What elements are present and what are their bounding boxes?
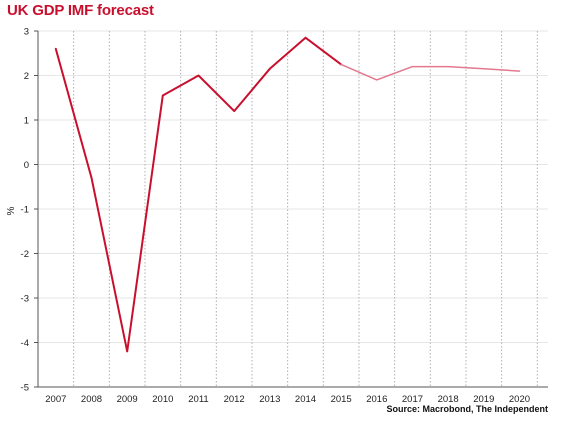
x-tick-label: 2018 [438, 394, 459, 405]
y-tick-label: -5 [21, 383, 29, 394]
y-tick-label: 2 [24, 71, 29, 82]
y-tick-label: 0 [24, 160, 29, 171]
x-tick-label: 2012 [224, 394, 245, 405]
x-tick-label: 2009 [117, 394, 138, 405]
actual-series-line [54, 36, 343, 353]
x-tick-label: 2015 [331, 394, 352, 405]
y-axis-label-group: % [6, 206, 17, 215]
x-tick-label: 2017 [402, 394, 423, 405]
x-tick-label: 2011 [188, 394, 208, 405]
x-tick-label: 2020 [509, 394, 530, 405]
y-tick-label: 3 [24, 27, 29, 38]
y-axis-ticks: -5 -4 -3 -2 -1 0 1 2 3 [21, 27, 38, 394]
y-tick-label: -2 [21, 249, 29, 260]
series-lines [54, 36, 521, 353]
y-tick-label: -1 [21, 205, 29, 216]
x-tick-label: 2010 [152, 394, 173, 405]
horizontal-gridlines [38, 30, 548, 388]
y-tick-label: -3 [21, 294, 29, 305]
x-axis-ticks: 2007 2008 2009 2010 2011 2012 2013 2014 2015 2016… [45, 394, 530, 405]
y-axis-label: % [6, 206, 17, 215]
x-tick-label: 2016 [366, 394, 387, 405]
x-tick-label: 2008 [81, 394, 102, 405]
source-note: Source: Macrobond, The Independent [386, 404, 548, 414]
x-tick-label: 2019 [473, 394, 494, 405]
x-tick-label: 2014 [295, 394, 316, 405]
x-tick-label: 2013 [259, 394, 280, 405]
y-tick-label: -4 [21, 338, 29, 349]
chart-title: UK GDP IMF forecast [7, 2, 154, 19]
x-tick-label: 2007 [45, 394, 66, 405]
forecast-series-line [340, 63, 521, 81]
y-tick-label: 1 [24, 116, 29, 127]
